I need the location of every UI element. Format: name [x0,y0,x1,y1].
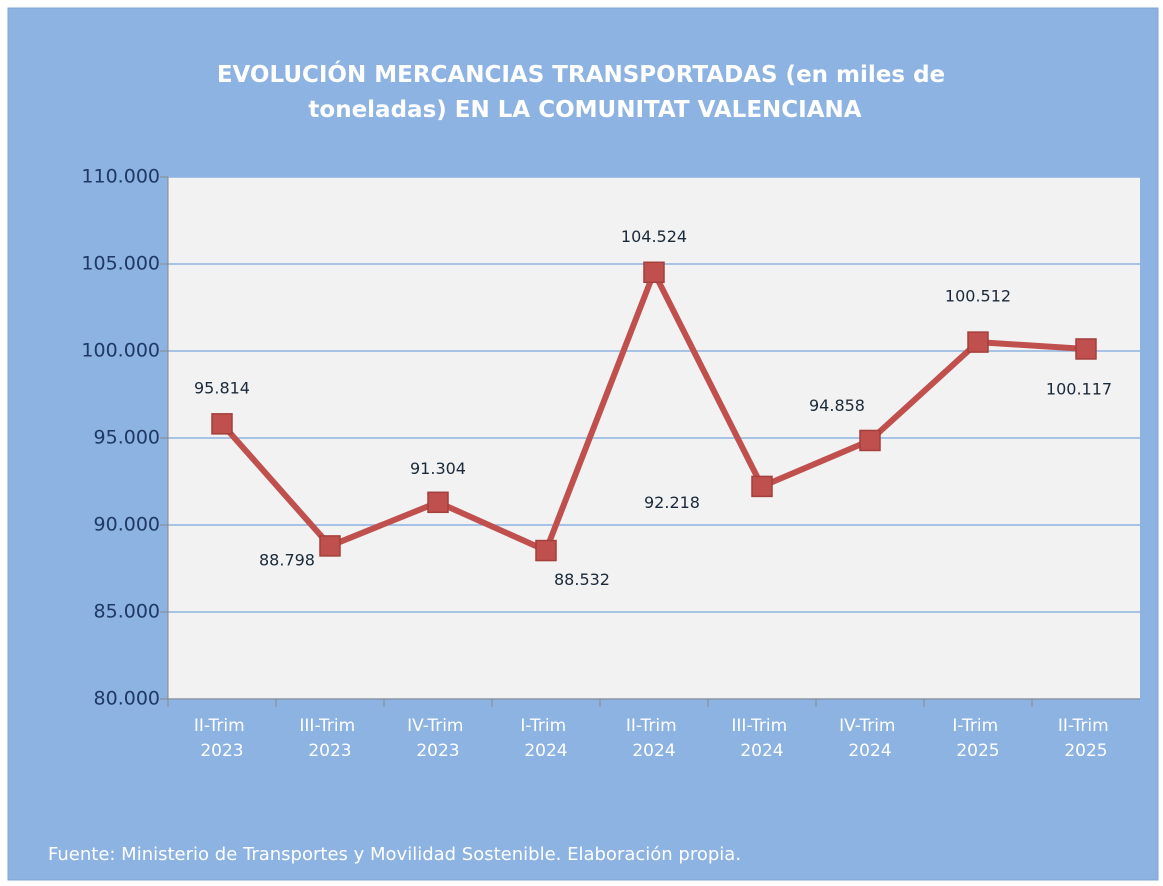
data-marker [535,539,557,562]
y-tick-label: 85.000 [94,601,160,623]
data-label: 104.524 [621,227,687,246]
data-label: 100.512 [945,287,1011,306]
data-label: 92.218 [644,493,700,512]
x-tick-label: IV-Trim 2024 [839,716,901,761]
data-marker [859,429,881,452]
data-label: 95.814 [194,378,250,397]
data-label: 100.117 [1046,379,1112,398]
data-marker [211,413,233,435]
data-marker [319,535,341,557]
source-note: Fuente: Ministerio de Transportes y Movi… [48,844,741,865]
x-tick-label: I-Trim 2025 [952,716,1003,761]
data-label: 88.798 [259,550,315,569]
y-tick-label: 80.000 [94,688,160,710]
data-marker [427,491,449,514]
data-marker [643,261,665,284]
data-label: 88.532 [554,570,610,589]
y-tick-label: 90.000 [94,514,160,536]
data-marker [1075,338,1097,360]
x-tick-label: III-Trim 2024 [731,716,792,761]
data-label: 91.304 [410,459,466,478]
y-tick-label: 95.000 [94,427,160,449]
y-tick-label: 105.000 [81,253,160,275]
y-tick-label: 100.000 [81,340,160,362]
data-marker [967,331,989,353]
data-label: 94.858 [809,396,865,415]
x-tick-label: II-Trim 2025 [1058,716,1114,761]
x-tick-label: III-Trim 2023 [299,716,360,761]
data-marker [751,475,773,498]
x-tick-label: IV-Trim 2023 [407,716,469,761]
x-tick-label: I-Trim 2024 [520,716,571,761]
chart-title: EVOLUCIÓN MERCANCIAS TRANSPORTADAS (en m… [217,60,953,123]
y-tick-label: 110.000 [81,166,160,188]
x-tick-label: II-Trim 2024 [626,716,682,761]
x-tick-label: II-Trim 2023 [194,716,250,761]
